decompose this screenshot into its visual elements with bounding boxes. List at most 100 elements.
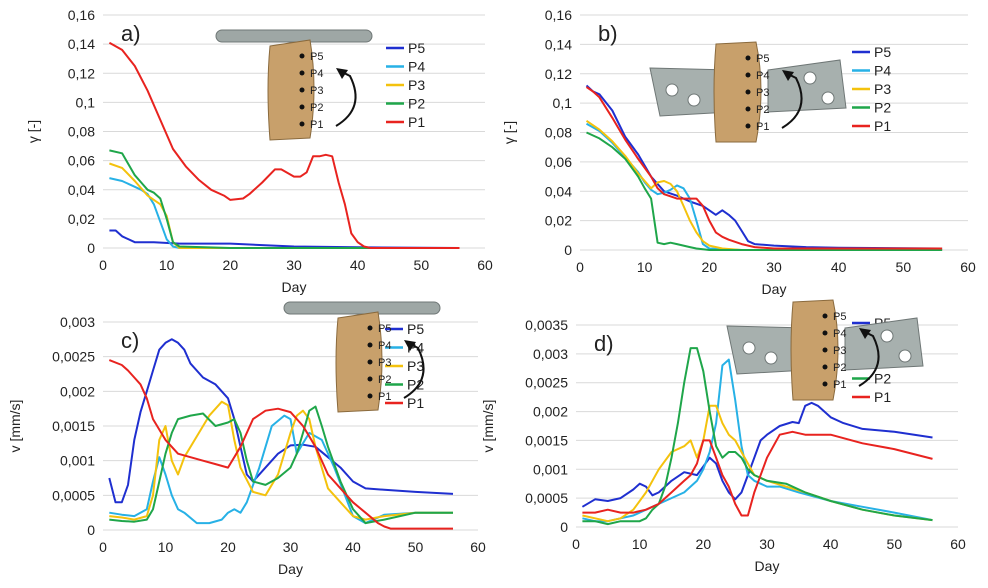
measure-point [822,381,828,387]
y-tick-label: 0,06 [545,154,572,170]
y-tick-label: 0 [560,519,568,535]
y-tick-label: 0,12 [68,65,95,81]
panel-label: d) [594,331,614,356]
rotation-arrow [781,73,803,129]
x-tick-label: 10 [632,536,648,552]
x-tick-label: 60 [470,539,486,555]
bone-block [790,299,839,401]
x-tick-label: 20 [702,259,718,275]
y-tick-label: 0,003 [533,346,568,362]
y-tick-label: 0,1 [553,95,573,111]
x-tick-label: 30 [759,536,775,552]
legend-label: P3 [408,77,425,93]
y-axis-label: v [mm/s] [480,400,496,453]
x-tick-label: 20 [223,257,239,273]
screw-hole [803,71,817,85]
x-tick-label: 50 [887,536,903,552]
implant-inset: P5 P4 P3 P2 P1 [283,301,441,413]
inset-point-label: P5 [378,323,391,335]
inset-point-label: P5 [833,311,846,323]
implant-inset: P5 P4 P3 P2 P1 [215,29,373,141]
screw-hole [665,83,679,97]
panel-label: b) [598,21,618,46]
legend: P5 P4 P3 P2 P1 [852,44,891,134]
measure-point [822,330,828,336]
y-axis-label: v [mm/s] [7,400,23,453]
series-line-p3 [582,404,933,523]
x-tick-label: 50 [414,257,430,273]
x-tick-label: 0 [572,536,580,552]
rotation-arrow [858,331,880,387]
legend-label: P1 [407,395,424,411]
x-tick-label: 20 [696,536,712,552]
y-tick-label: 0,16 [68,7,95,23]
legend-label: P2 [408,96,425,112]
legend-label: P1 [408,114,425,130]
y-tick-label: 0 [87,240,95,256]
plate-bar [283,301,441,315]
measure-point [745,55,751,61]
y-tick-label: 0,12 [545,66,572,82]
panel-a: 0 0,02 0,04 0,06 0,08 0,1 0,12 0,14 0,16 0 10 20 30 4… [25,7,493,295]
legend-label: P3 [407,358,424,374]
y-tick-label: 0,02 [545,213,572,229]
panel-b: 0 0,02 0,04 0,06 0,08 0,1 0,12 0,14 0,16 0 10 20 30 4… [501,7,976,297]
inset-point-label: P4 [378,340,391,352]
legend-label: P2 [874,100,891,116]
inset-point-label: P3 [378,357,391,369]
plate-bar [215,29,373,43]
screw-hole [764,351,778,365]
measure-point [299,121,305,127]
series-line-p2 [586,131,943,251]
plate-right [844,317,924,371]
series-line-p3 [585,119,943,251]
legend-label: P4 [408,59,425,75]
measure-point [367,376,373,382]
y-tick-label: 0,0015 [525,432,568,448]
series-line-p1 [582,430,933,517]
measure-point [745,72,751,78]
y-tick-label: 0 [564,242,572,258]
measure-point [822,313,828,319]
inset-point-label: P2 [756,104,769,116]
legend-label: P3 [874,81,891,97]
x-axis-label: Day [278,561,303,577]
y-tick-label: 0,0005 [52,487,95,503]
plate-right [767,59,847,113]
x-tick-label: 60 [960,259,976,275]
legend-label: P5 [874,44,891,60]
inset-point-label: P2 [378,374,391,386]
x-tick-label: 30 [766,259,782,275]
legend-label: P1 [874,389,891,405]
series-line-p4 [586,122,943,251]
measure-point [745,123,751,129]
measure-point [299,53,305,59]
y-tick-label: 0,001 [60,453,95,469]
x-axis-label: Day [755,558,780,574]
inset-point-label: P1 [378,391,391,403]
x-tick-label: 10 [158,539,174,555]
measure-point [367,325,373,331]
y-tick-label: 0,0025 [525,375,568,391]
x-tick-label: 40 [823,536,839,552]
y-tick-label: 0,16 [545,7,572,23]
y-axis-label: γ [-] [501,121,517,144]
bone-block [335,311,383,413]
y-tick-label: 0,0005 [525,490,568,506]
y-tick-label: 0,08 [68,124,95,140]
inset-point-label: P2 [833,362,846,374]
arrow-head [336,68,348,79]
series-line-p1 [108,359,453,530]
arrow-head [859,328,871,339]
series-line-p2 [109,405,453,525]
x-tick-label: 40 [350,257,366,273]
screw-hole [898,349,912,363]
inset-point-label: P4 [310,68,323,80]
series-line-p5 [109,229,460,249]
legend: P5 P4 P3 P2 P1 [386,40,425,130]
measure-point [367,342,373,348]
measure-point [367,359,373,365]
x-tick-label: 30 [283,539,299,555]
x-tick-label: 0 [576,259,584,275]
